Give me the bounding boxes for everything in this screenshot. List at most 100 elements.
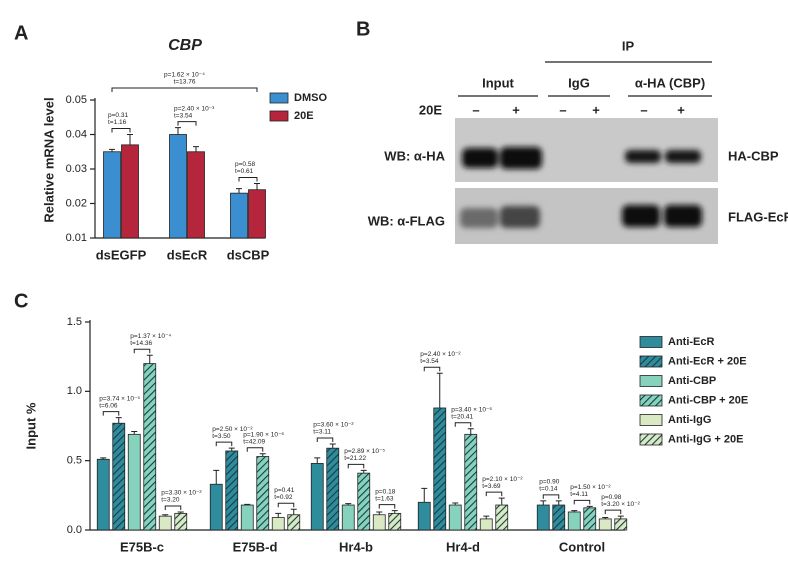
legend-swatch [639, 433, 663, 446]
annotation-p: p=3.60 × 10⁻² [313, 422, 354, 429]
x-tick-label: dsEcR [167, 247, 208, 262]
annotation-t: t=0.61 [235, 168, 254, 175]
annotation-p: p=1.90 × 10⁻⁶ [243, 431, 284, 438]
y-tick-label: 0.01 [66, 232, 87, 244]
bracket [246, 447, 264, 452]
bar [479, 518, 493, 531]
y-tick-label: 1.5 [67, 316, 82, 328]
error-bar [555, 500, 562, 506]
annotation-p: p=2.40 × 10⁻³ [174, 105, 215, 112]
bracket [378, 504, 396, 509]
annotation-t: t=6.06 [99, 402, 118, 409]
x-tick-label: Hr4-d [446, 539, 480, 554]
error-bar [254, 182, 260, 190]
band [664, 205, 702, 227]
legend-swatch [639, 355, 663, 368]
legend-label: Anti-IgG [668, 414, 711, 426]
annotation-p: p=2.50 × 10⁻² [212, 426, 253, 433]
y-tick-label: 0.03 [66, 163, 87, 175]
legend-label: Anti-EcR + 20E [668, 355, 747, 367]
x-tick-label: dsEGFP [96, 247, 147, 262]
bar [127, 433, 141, 531]
lane-sign: + [677, 102, 685, 117]
bands [460, 147, 702, 228]
group-label: Input [482, 75, 514, 90]
bracket [164, 505, 182, 510]
annotation-t: t=0.14 [539, 486, 558, 493]
bar [256, 456, 270, 531]
error-bar [236, 188, 242, 194]
bar [225, 450, 239, 531]
bar [248, 189, 266, 239]
legend-swatch [639, 336, 663, 348]
annotation-p: p=0.98 [601, 494, 621, 501]
bar [417, 501, 431, 531]
bar [287, 514, 301, 531]
bar [169, 134, 187, 239]
target-label: FLAG-EcR [728, 209, 788, 224]
error-bar [213, 469, 220, 485]
annotation-t: t=13.76 [174, 79, 196, 86]
error-bar [259, 453, 266, 457]
annotation-p: p=0.90 [539, 479, 559, 486]
error-bar [602, 517, 609, 519]
y-tick-label: 0.0 [67, 524, 82, 536]
error-bar [290, 508, 297, 515]
annotation-p: p=0.58 [235, 161, 255, 168]
bracket [133, 348, 151, 354]
y-tick-label: 0.05 [66, 94, 87, 106]
group-label: IgG [568, 75, 590, 90]
annotation-t: t=1.63 [375, 495, 394, 502]
annotation-t: t=1.16 [108, 119, 127, 126]
x-tick-label: E75B-c [120, 539, 164, 554]
y-tick-label: 1.0 [67, 385, 82, 397]
bar [583, 507, 597, 531]
bar [326, 447, 340, 531]
bar [388, 512, 402, 531]
bracket [111, 128, 131, 133]
error-bar [314, 457, 321, 464]
error-bar [376, 511, 383, 515]
bar [271, 517, 285, 531]
bracket [485, 491, 503, 497]
bar [448, 504, 462, 531]
error-bar [452, 502, 459, 506]
bar [536, 504, 550, 531]
lane-sign: + [592, 102, 600, 117]
bar [614, 518, 628, 531]
annotation-t: t=3.69 [482, 483, 501, 490]
annotation-t: t=21.22 [344, 455, 366, 462]
error-bar [571, 510, 578, 512]
error-bar [193, 146, 199, 152]
y-tick-label: 0.02 [66, 197, 87, 209]
annotation-t: t=3.20 [161, 497, 180, 504]
row-label: WB: α-FLAG [368, 213, 445, 228]
bracket [316, 437, 334, 443]
bracket [238, 176, 258, 182]
panel-label: C [14, 290, 28, 312]
legend-swatch [639, 375, 663, 387]
error-bar [540, 500, 547, 506]
annotation-p: p=1.62 × 10⁻⁴ [164, 72, 205, 79]
annotation-p: p=3.40 × 10⁻⁶ [451, 406, 492, 413]
x-tick-label: Hr4-b [339, 539, 373, 554]
annotation-p: p=2.10 × 10⁻² [482, 476, 523, 483]
bracket [177, 121, 197, 126]
bar [433, 407, 447, 531]
legend-label: Anti-IgG + 20E [668, 433, 744, 445]
legend-swatch [639, 394, 663, 407]
x-tick-label: dsCBP [227, 247, 270, 262]
bracket [102, 411, 120, 416]
band [460, 208, 498, 228]
annotation-t: t=20.41 [451, 413, 473, 420]
bar [209, 483, 223, 531]
bar [552, 504, 566, 531]
annotation-p: p=3.30 × 10⁻² [161, 490, 202, 497]
annotation-p: p=1.37 × 10⁻⁴ [130, 333, 171, 340]
bar [495, 504, 509, 531]
annotation-t: t=42.09 [243, 438, 265, 445]
y-axis-label: Input % [23, 402, 38, 449]
bar [174, 512, 188, 531]
error-bar [391, 510, 398, 514]
bar [103, 151, 121, 239]
